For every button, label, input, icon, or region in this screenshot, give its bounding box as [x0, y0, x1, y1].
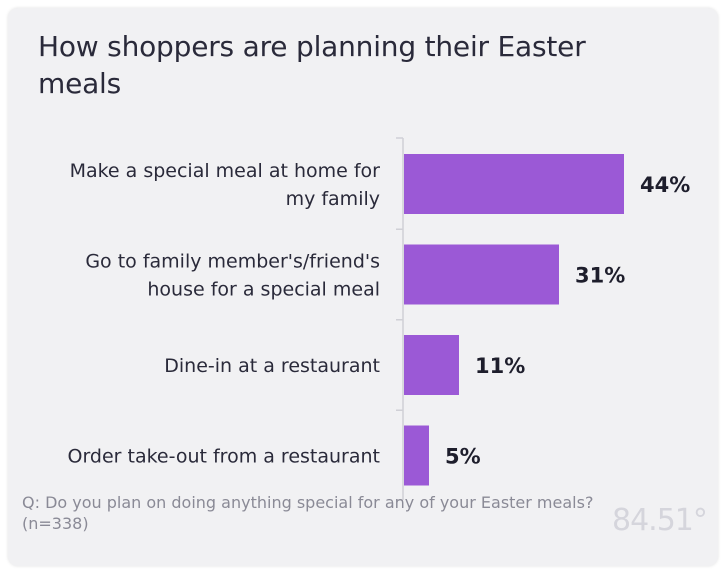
category-label: house for a special meal	[147, 279, 380, 301]
category-label: Dine-in at a restaurant	[164, 355, 380, 377]
bar	[404, 425, 429, 486]
chart-card	[8, 8, 718, 566]
category-label: Order take-out from a restaurant	[67, 446, 380, 468]
brand-logo: 84.51°	[612, 503, 708, 538]
data-label: 5%	[445, 445, 481, 469]
bar	[404, 154, 624, 214]
data-label: 44%	[640, 173, 690, 197]
footnote: Q: Do you plan on doing anything special…	[22, 493, 594, 533]
data-label: 11%	[475, 354, 525, 378]
category-label: my family	[286, 188, 380, 210]
data-label: 31%	[575, 264, 625, 288]
category-label: Go to family member's/friend's	[85, 251, 380, 273]
chart-title: How shoppers are planning their Easter m…	[38, 30, 586, 100]
category-label: Make a special meal at home for	[70, 160, 381, 182]
bar	[404, 244, 559, 305]
bar	[404, 335, 459, 395]
